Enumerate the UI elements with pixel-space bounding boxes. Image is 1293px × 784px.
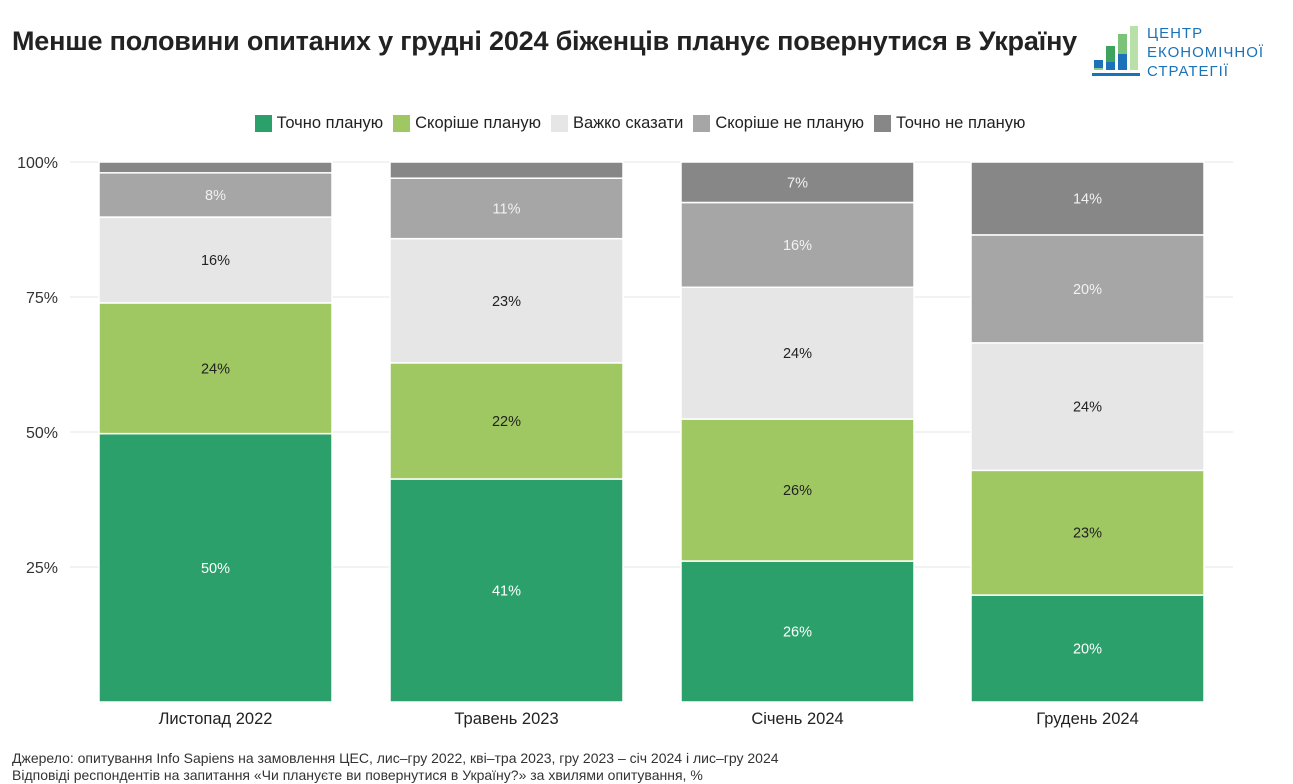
x-category-label: Січень 2024 xyxy=(751,710,843,728)
data-label: 16% xyxy=(783,238,812,254)
bar-segment xyxy=(680,560,915,703)
logo-line: ЕКОНОМІЧНОЇ xyxy=(1147,44,1265,61)
y-tick-label: 75% xyxy=(26,290,58,307)
chart-title: Менше половини опитаних у грудні 2024 бі… xyxy=(12,26,1077,56)
legend-swatch xyxy=(693,115,711,132)
legend-label: Скоріше не планую xyxy=(715,114,864,132)
bar-segment xyxy=(98,432,333,703)
data-label: 7% xyxy=(787,175,808,191)
data-label: 14% xyxy=(1073,191,1102,207)
data-label: 23% xyxy=(492,294,521,310)
bar-segment xyxy=(970,469,1205,596)
data-label: 24% xyxy=(1073,400,1102,416)
data-label: 23% xyxy=(1073,526,1102,542)
data-label: 20% xyxy=(1073,642,1102,658)
bar-segment xyxy=(970,342,1205,472)
data-label: 8% xyxy=(205,188,226,204)
bar-segment xyxy=(680,286,915,420)
chart-legend: Точно планую Скоріше планую Важко сказати С… xyxy=(0,114,1280,133)
legend-swatch xyxy=(550,115,568,132)
logo-icon xyxy=(1092,26,1140,76)
bar-segment xyxy=(389,237,624,364)
legend-item: Скоріше не планую xyxy=(693,114,864,133)
bar-segment xyxy=(680,161,915,204)
y-tick-label: 100% xyxy=(17,155,58,172)
legend-item: Важко сказати xyxy=(550,114,684,133)
legend-item: Точно планую xyxy=(254,114,384,133)
y-tick-label: 50% xyxy=(26,425,58,442)
y-tick-label: 25% xyxy=(26,560,58,577)
stacked-bar-chart: 25% 50% 75% 100% 50% 24% 16% 8% Листопад 2022 41%… xyxy=(17,155,1233,728)
bar-segment xyxy=(389,478,624,703)
logo-text: ЦЕНТР ЕКОНОМІЧНОЇ СТРАТЕГІЇ xyxy=(1147,24,1264,81)
legend-item: Точно не планую xyxy=(874,114,1025,133)
data-label: 41% xyxy=(492,583,521,599)
legend-label: Скоріше планую xyxy=(415,114,541,132)
legend-swatch xyxy=(254,115,272,132)
legend-item: Скоріше планую xyxy=(393,114,541,133)
logo-line: СТРАТЕГІЇ xyxy=(1147,63,1229,80)
bar-segment xyxy=(970,594,1205,703)
legend-swatch xyxy=(393,115,411,132)
data-label: 16% xyxy=(201,253,230,269)
data-label: 26% xyxy=(783,625,812,641)
legend-label: Точно планую xyxy=(276,114,384,132)
legend-label: Точно не планую xyxy=(896,114,1026,132)
bar-segment xyxy=(680,418,915,562)
bar-segment xyxy=(98,216,333,304)
bar-segment xyxy=(970,234,1205,344)
x-category-label: Листопад 2022 xyxy=(159,710,273,728)
question-note: Відповіді респондентів на запитання «Чи … xyxy=(12,767,703,783)
data-label: 50% xyxy=(201,561,230,577)
legend-label: Важко сказати xyxy=(572,114,684,132)
bar-segment xyxy=(98,302,333,435)
data-label: 26% xyxy=(783,483,812,499)
footnote: Джерело: опитування Info Sapiens на замо… xyxy=(12,750,779,784)
bar-segment xyxy=(389,161,624,179)
data-label: 11% xyxy=(493,201,521,217)
data-label: 24% xyxy=(783,346,812,362)
bar-segment xyxy=(389,362,624,480)
data-label: 22% xyxy=(492,414,521,430)
bar-segment xyxy=(98,161,333,174)
source-note: Джерело: опитування Info Sapiens на замо… xyxy=(12,750,779,766)
logo-line: ЦЕНТР xyxy=(1147,25,1204,42)
bar-segment xyxy=(970,161,1205,236)
legend-swatch xyxy=(874,115,891,132)
x-category-label: Грудень 2024 xyxy=(1036,710,1139,728)
logo: ЦЕНТР ЕКОНОМІЧНОЇ СТРАТЕГІЇ xyxy=(1092,24,1282,84)
x-category-label: Травень 2023 xyxy=(454,710,558,728)
data-label: 24% xyxy=(201,361,230,377)
data-label: 20% xyxy=(1073,282,1102,298)
